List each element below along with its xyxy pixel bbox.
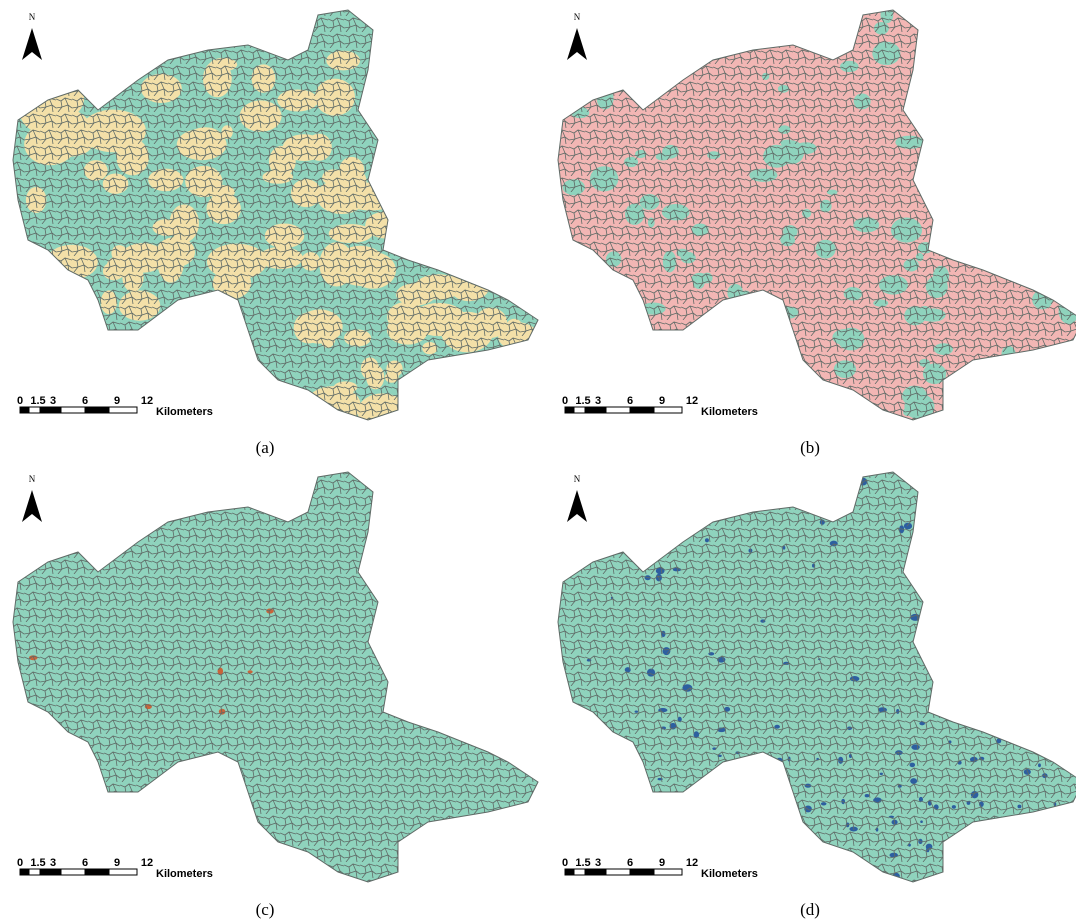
scale-label: 6: [82, 395, 88, 407]
scale-label: 9: [659, 857, 665, 869]
scale-segment: [20, 869, 29, 875]
scale-segment: [606, 407, 630, 413]
north-label: N: [29, 12, 36, 22]
scale-label: 6: [627, 395, 633, 407]
scale-segment: [654, 869, 682, 875]
scale-label: 3: [50, 395, 56, 407]
parcel-mesh: [13, 472, 538, 882]
parcel-mesh: [558, 10, 1076, 420]
caption: (b): [800, 438, 820, 457]
scale-label: 3: [595, 395, 601, 407]
scale-segment: [20, 407, 29, 413]
scale-label: 9: [114, 395, 120, 407]
scale-segment: [606, 869, 630, 875]
scale-segment: [109, 869, 137, 875]
scale-label: 12: [141, 395, 153, 407]
scale-label: 1.5: [30, 857, 45, 869]
scale-label: 6: [82, 857, 88, 869]
scale-label: 12: [686, 395, 698, 407]
scale-segment: [109, 407, 137, 413]
scale-segment: [585, 407, 606, 413]
scale-segment: [574, 407, 585, 413]
scale-segment: [574, 869, 585, 875]
north-label: N: [29, 474, 36, 484]
scale-unit: Kilometers: [701, 868, 758, 880]
scale-label: 12: [141, 857, 153, 869]
scale-segment: [29, 869, 40, 875]
scale-segment: [61, 407, 85, 413]
parcel-mesh: [558, 472, 1076, 882]
scale-label: 1.5: [30, 395, 45, 407]
scale-label: 6: [627, 857, 633, 869]
scale-segment: [585, 869, 606, 875]
scale-label: 0: [562, 857, 568, 869]
scale-segment: [61, 869, 85, 875]
caption: (a): [256, 438, 275, 457]
north-arrow: [22, 28, 42, 60]
scale-unit: Kilometers: [156, 868, 213, 880]
north-arrow: [22, 490, 42, 522]
caption: (c): [256, 900, 275, 919]
scale-segment: [654, 407, 682, 413]
scale-label: 0: [17, 857, 23, 869]
scale-unit: Kilometers: [156, 406, 213, 418]
scale-label: 1.5: [575, 857, 590, 869]
scale-label: 12: [686, 857, 698, 869]
scale-label: 0: [562, 395, 568, 407]
north-label: N: [574, 12, 581, 22]
scale-label: 9: [659, 395, 665, 407]
north-arrow: [567, 490, 587, 522]
scale-label: 9: [114, 857, 120, 869]
scale-unit: Kilometers: [701, 406, 758, 418]
north-label: N: [574, 474, 581, 484]
scale-segment: [565, 407, 574, 413]
scale-segment: [630, 869, 654, 875]
scale-label: 3: [595, 857, 601, 869]
scale-segment: [40, 869, 61, 875]
scale-label: 3: [50, 857, 56, 869]
figure: N01.536912Kilometers(a)N01.536912Kilomet…: [0, 0, 1076, 921]
caption: (d): [800, 900, 820, 919]
scale-segment: [85, 407, 109, 413]
north-arrow: [567, 28, 587, 60]
scale-segment: [29, 407, 40, 413]
scale-segment: [40, 407, 61, 413]
scale-segment: [85, 869, 109, 875]
scale-segment: [630, 407, 654, 413]
scale-segment: [565, 869, 574, 875]
parcel-mesh: [13, 10, 538, 420]
scale-label: 0: [17, 395, 23, 407]
scale-label: 1.5: [575, 395, 590, 407]
